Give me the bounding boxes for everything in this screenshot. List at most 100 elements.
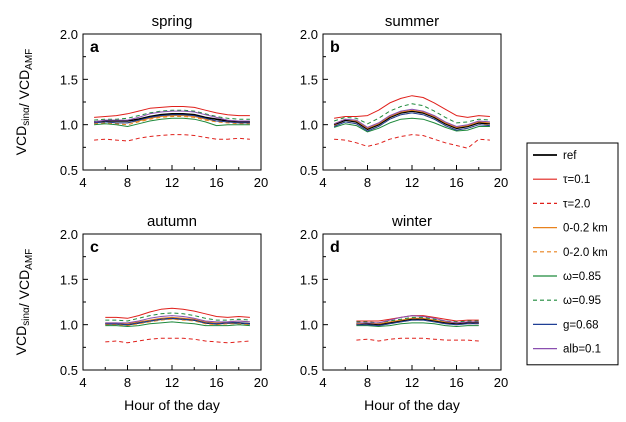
series-line-spring-1	[94, 106, 250, 118]
y-tick-label: 1.0	[300, 318, 318, 333]
panel-title: spring	[152, 13, 193, 30]
legend-entry: alb=0.1	[533, 344, 601, 356]
y-tick-label: 1.0	[60, 118, 78, 133]
x-tick-label: 8	[364, 375, 371, 390]
x-tick-label: 20	[254, 375, 268, 390]
series-line-spring-5	[94, 117, 250, 127]
y-tick-label: 1.0	[300, 118, 318, 133]
plot-frame	[322, 33, 502, 171]
series-line-summer-2	[334, 134, 490, 149]
legend-entry: ref	[533, 150, 577, 162]
series-line-summer-8	[333, 108, 490, 128]
series-line-autumn-8	[105, 315, 250, 324]
y-tick-label: 1.5	[300, 72, 318, 87]
series-line-autumn-5	[105, 321, 250, 327]
y-tick-label: 0.5	[60, 163, 78, 178]
y-tick-label: 0.5	[300, 363, 318, 378]
series-line-spring-2	[94, 134, 250, 142]
x-tick-label: 4	[319, 375, 326, 390]
x-tick-label: 4	[319, 175, 326, 190]
legend-entry: τ=2.0	[533, 198, 590, 210]
series-line-spring-0	[94, 113, 250, 123]
x-tick-label: 16	[449, 375, 463, 390]
panel-letter: c	[90, 239, 99, 256]
panel-title: winter	[391, 213, 432, 230]
y-axis-label: VCDsinα/ VCDAMF	[13, 249, 35, 356]
y-tick-label: 1.5	[60, 72, 78, 87]
x-tick-label: 20	[494, 175, 508, 190]
legend-label: alb=0.1	[563, 344, 601, 356]
series-line-autumn-1	[105, 307, 250, 319]
y-axis-label: VCDsinα/ VCDAMF	[13, 49, 35, 156]
x-tick-label: 16	[209, 375, 223, 390]
legend-label: ω=0.85	[563, 271, 601, 283]
series-line-summer-7	[333, 112, 490, 132]
panel-summer: summer b 4 8 12 16 20 0.5 1.0 1.5 2.0	[300, 13, 508, 190]
y-tick-label: 1.5	[300, 272, 318, 287]
legend-entry: 0-0.2 km	[533, 223, 608, 235]
x-axis-label: Hour of the day	[364, 397, 460, 413]
legend-label: τ=2.0	[563, 198, 590, 210]
panel-spring: spring a 4 8 12 16 20 0.5 1.0 1.5 2.0 VCDsinα/ VCDA…	[13, 13, 268, 190]
legend-label: ω=0.95	[563, 295, 601, 307]
series-line-summer-6	[333, 103, 490, 125]
legend-label: g=0.68	[563, 319, 599, 331]
series-line-spring-4	[94, 116, 250, 126]
panel-title: autumn	[147, 213, 197, 230]
x-axis-label: Hour of the day	[124, 397, 220, 413]
series-line-summer-3	[333, 109, 490, 129]
series-line-winter-8	[356, 315, 479, 324]
plot-frame	[322, 233, 502, 371]
panel-letter: b	[330, 39, 340, 56]
series-line-autumn-6	[105, 312, 250, 322]
series-line-spring-6	[94, 109, 250, 121]
series-line-summer-5	[333, 117, 490, 133]
plot-frame	[82, 233, 262, 371]
panel-winter: winter d 4 8 12 16 20 0.5 1.0 1.5 2.0 Hour of the d…	[300, 213, 508, 413]
x-tick-label: 12	[165, 175, 179, 190]
x-tick-label: 16	[449, 175, 463, 190]
y-tick-label: 1.0	[60, 318, 78, 333]
x-tick-label: 4	[79, 375, 86, 390]
y-tick-label: 2.0	[300, 227, 318, 242]
panel-title: summer	[385, 13, 439, 30]
series-line-spring-7	[94, 114, 250, 124]
x-tick-label: 8	[124, 175, 131, 190]
legend-label: 0-0.2 km	[563, 223, 608, 235]
x-tick-label: 20	[494, 375, 508, 390]
series-line-winter-0	[356, 318, 479, 326]
x-tick-label: 8	[124, 375, 131, 390]
panels-layer: spring a 4 8 12 16 20 0.5 1.0 1.5 2.0 VCDsinα/ VCDA…	[13, 13, 508, 413]
legend: ref τ=0.1 τ=2.0 0-0.2 km 0-2.0 km ω=0.85 ω=0.9…	[526, 142, 619, 366]
panel-letter: d	[330, 239, 340, 256]
series-line-summer-1	[334, 95, 490, 119]
x-tick-label: 4	[79, 175, 86, 190]
series-line-winter-7	[356, 319, 479, 327]
legend-entry: 0-2.0 km	[533, 247, 608, 259]
plot-frame	[82, 33, 262, 171]
series-line-summer-0	[333, 110, 490, 130]
y-tick-label: 2.0	[60, 227, 78, 242]
x-tick-label: 12	[405, 375, 419, 390]
legend-label: ref	[563, 150, 577, 162]
y-tick-label: 2.0	[60, 27, 78, 42]
x-tick-label: 20	[254, 175, 268, 190]
y-tick-label: 1.5	[60, 272, 78, 287]
series-line-spring-8	[94, 110, 250, 123]
series-line-winter-5	[356, 322, 479, 327]
panel-letter: a	[90, 39, 99, 56]
legend-label: 0-2.0 km	[563, 247, 608, 259]
legend-box	[526, 142, 619, 366]
x-tick-label: 8	[364, 175, 371, 190]
legend-entry: τ=0.1	[533, 174, 590, 186]
legend-entry: ω=0.85	[533, 271, 601, 283]
series-line-winter-2	[356, 337, 479, 342]
y-tick-label: 2.0	[300, 27, 318, 42]
legend-entry: ω=0.95	[533, 295, 601, 307]
x-tick-label: 12	[165, 375, 179, 390]
x-tick-label: 12	[405, 175, 419, 190]
series-line-autumn-4	[105, 318, 250, 327]
x-tick-label: 16	[209, 175, 223, 190]
legend-label: τ=0.1	[563, 174, 590, 186]
legend-entry: g=0.68	[533, 319, 599, 331]
